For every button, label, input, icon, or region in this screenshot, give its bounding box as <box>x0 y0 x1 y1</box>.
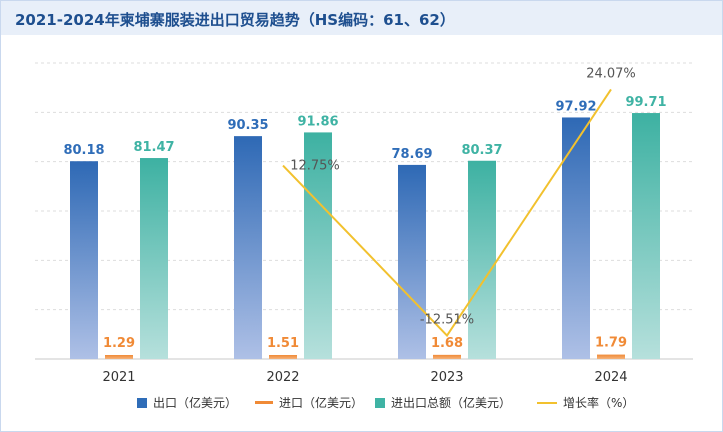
legend: 出口（亿美元） 进口（亿美元） 进出口总额（亿美元） 增长率（%） <box>137 395 634 410</box>
total-label-2023: 80.37 <box>461 143 502 158</box>
export-label-2024: 97.92 <box>555 99 596 114</box>
export-label-2022: 90.35 <box>227 118 268 133</box>
legend-swatch-total <box>375 398 385 408</box>
import-bar-2024 <box>597 354 625 359</box>
import-bar-2021 <box>105 355 133 359</box>
export-bar-2023 <box>398 164 426 359</box>
import-label-2021: 1.29 <box>103 336 135 351</box>
x-tick-2022: 2022 <box>266 370 299 385</box>
x-tick-2023: 2023 <box>430 370 463 385</box>
growth-label-2022: 12.75% <box>290 159 340 174</box>
total-bar-2024 <box>632 113 660 359</box>
export-bar-2021 <box>70 161 98 359</box>
growth-label-2024: 24.07% <box>586 66 636 81</box>
total-label-2021: 81.47 <box>133 140 174 155</box>
total-label-2024: 99.71 <box>625 95 666 110</box>
export-bar-2022 <box>234 136 262 359</box>
export-label-2023: 78.69 <box>391 147 432 162</box>
legend-swatch-import <box>255 401 273 404</box>
x-tick-2024: 2024 <box>594 370 627 385</box>
growth-rate-line <box>282 88 612 338</box>
legend-swatch-export <box>137 398 147 408</box>
chart-title: 2021-2024年柬埔寨服装进出口贸易趋势（HS编码：61、62） <box>15 11 455 29</box>
growth-label-2023: -12.51% <box>420 313 474 328</box>
legend-label-export: 出口（亿美元） <box>153 395 237 410</box>
import-bar-2022 <box>269 355 297 359</box>
bar-layer <box>70 113 660 360</box>
export-bar-2024 <box>562 117 590 360</box>
total-bar-2021 <box>140 158 168 359</box>
growth-line-layer: 12.75% -12.51% 24.07% <box>282 66 636 338</box>
legend-label-growth: 增长率（%） <box>563 395 634 410</box>
import-label-2022: 1.51 <box>267 336 299 351</box>
total-bar-2022 <box>304 132 332 359</box>
title-bar: 2021-2024年柬埔寨服装进出口贸易趋势（HS编码：61、62） <box>1 1 722 35</box>
total-bar-2023 <box>468 160 496 359</box>
import-label-2023: 1.68 <box>431 336 463 351</box>
x-tick-2021: 2021 <box>102 370 135 385</box>
x-axis-ticks: 2021 2022 2023 2024 <box>102 370 627 385</box>
legend-label-total: 进出口总额（亿美元） <box>391 395 511 410</box>
import-label-2024: 1.79 <box>595 336 627 351</box>
export-label-2021: 80.18 <box>63 143 104 158</box>
import-bar-2023 <box>433 354 461 359</box>
legend-label-import: 进口（亿美元） <box>279 395 363 410</box>
bar-label-layer: 80.18 1.29 81.47 90.35 1.51 91.86 78.69 … <box>63 95 666 351</box>
total-label-2022: 91.86 <box>297 114 338 129</box>
